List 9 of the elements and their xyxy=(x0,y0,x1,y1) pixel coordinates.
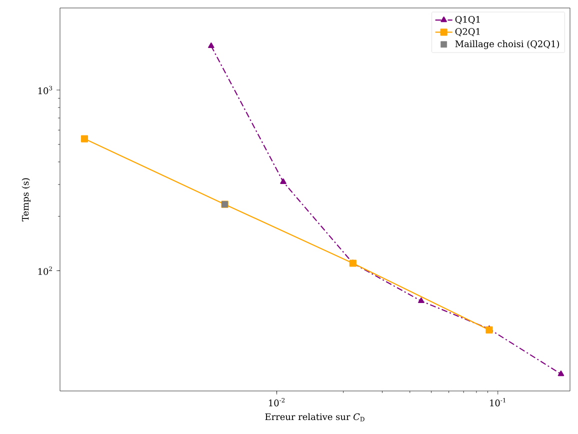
x-tick-label: 10$^{-2}$ xyxy=(268,398,285,406)
legend-label: Q1Q1 xyxy=(455,16,480,24)
y-tick-label: 10$^{2}$ xyxy=(38,266,52,275)
y-tick-label: 10$^{3}$ xyxy=(38,86,52,94)
legend-label: Maillage choisi (Q2Q1) xyxy=(455,40,560,50)
x-tick-label: 10$^{-1}$ xyxy=(490,398,506,406)
legend-label: Q2Q1 xyxy=(455,28,480,36)
x-axis-title: Erreur relative sur C$_{D}$ xyxy=(265,413,364,422)
y-axis-title: Temps (s) xyxy=(22,178,30,222)
